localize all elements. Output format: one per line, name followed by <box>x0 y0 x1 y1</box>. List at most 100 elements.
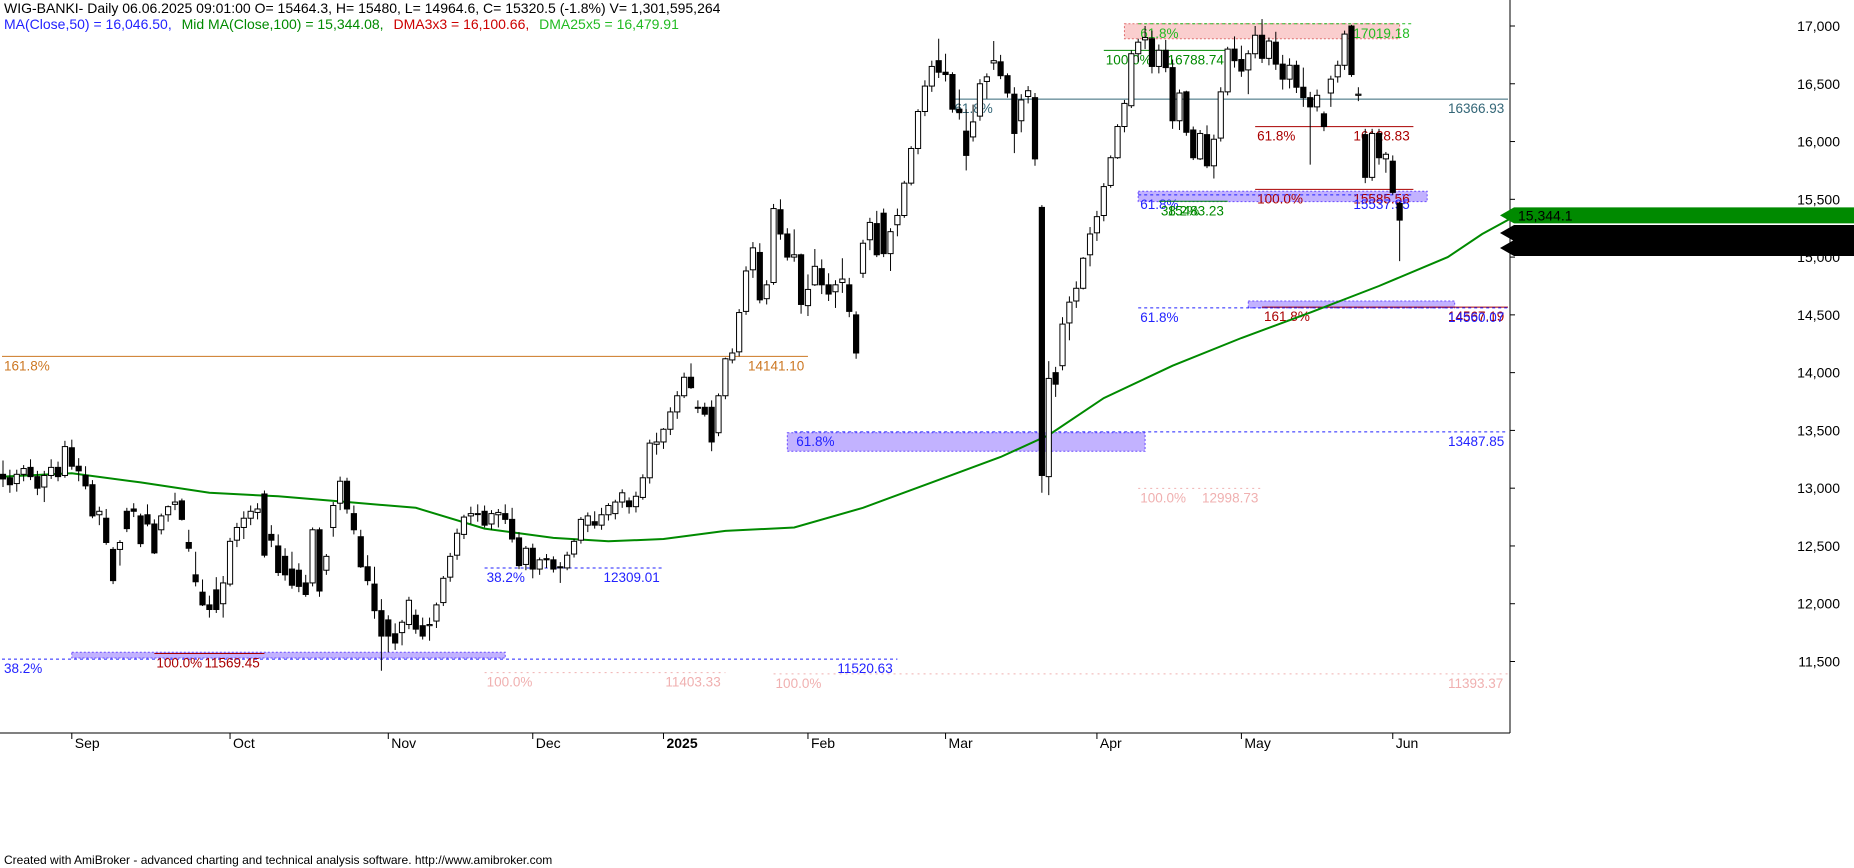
level-pct-3: 38.2% <box>487 570 525 585</box>
candle-145 <box>997 54 1004 80</box>
close-price-tag-2-label: 15,320.5 <box>1518 240 1573 256</box>
candle-body-96 <box>660 428 667 443</box>
candle-body-98 <box>674 395 681 413</box>
candle-54 <box>371 566 378 619</box>
candle-48 <box>330 502 337 537</box>
candle-71 <box>488 510 495 530</box>
candle-body-151 <box>1038 206 1045 476</box>
candle-body-38 <box>261 493 268 556</box>
candle-19 <box>130 503 137 518</box>
candle-body-169 <box>1162 49 1169 69</box>
candle-body-121 <box>832 284 839 293</box>
candle-117 <box>804 274 812 317</box>
candle-153 <box>1052 366 1059 397</box>
y-tick-label-1: 12,000 <box>1797 596 1840 612</box>
ma-line-0 <box>2 218 1511 543</box>
candle-body-157 <box>1080 257 1087 289</box>
candle-168 <box>1155 44 1162 74</box>
candle-5 <box>34 470 41 496</box>
level-value-1: 14141.10 <box>748 358 804 373</box>
candle-body-102 <box>701 406 708 415</box>
y-tick-label-10: 16,500 <box>1797 76 1840 92</box>
candle-101 <box>694 400 701 414</box>
candle-body-146 <box>1004 75 1011 94</box>
candle-70 <box>481 505 488 528</box>
y-tick-label-11: 17,000 <box>1797 18 1840 34</box>
ma-price-tag-label: 15,344.1 <box>1518 207 1573 223</box>
candle-2 <box>13 469 20 492</box>
candle-77 <box>529 543 536 579</box>
level-value-8: 12998.73 <box>1202 490 1258 505</box>
candle-body-18 <box>123 510 130 530</box>
header-ma100: Mid MA(Close,100) = 15,344.08, <box>182 16 384 32</box>
candle-62 <box>426 617 433 641</box>
candle-32 <box>220 575 227 618</box>
candle-body-177 <box>1217 91 1224 139</box>
candle-159 <box>1093 210 1101 241</box>
candle-179 <box>1231 36 1238 68</box>
x-tick-label-8: May <box>1244 735 1270 751</box>
footer-credit: Created with AmiBroker - advanced charti… <box>4 853 552 867</box>
candle-140 <box>963 109 970 171</box>
candle-55 <box>378 599 385 671</box>
candle-body-4 <box>27 466 34 478</box>
zone-2 <box>1137 190 1428 203</box>
candle-108 <box>742 266 750 315</box>
candle-104 <box>715 393 722 437</box>
candle-40 <box>275 534 282 576</box>
candle-body-133 <box>914 111 922 149</box>
candle-body-59 <box>405 599 413 626</box>
candle-89 <box>612 499 619 520</box>
candle-body-74 <box>509 518 516 540</box>
candle-174 <box>1197 129 1204 161</box>
candle-body-195 <box>1341 33 1348 66</box>
candle-180 <box>1238 45 1245 77</box>
candle-59 <box>405 596 413 630</box>
candle-63 <box>433 602 440 628</box>
candle-body-26 <box>178 500 185 520</box>
candle-body-106 <box>729 352 736 361</box>
level-pct-5: 100.0% <box>156 655 202 670</box>
candle-25 <box>171 492 179 511</box>
candle-28 <box>192 551 199 587</box>
y-tick-label-4: 13,500 <box>1797 422 1840 438</box>
candle-body-24 <box>165 506 172 516</box>
candle-body-168 <box>1155 49 1162 67</box>
candle-body-125 <box>859 242 867 274</box>
candle-body-187 <box>1286 64 1293 80</box>
candles-layer <box>0 19 1403 671</box>
candle-body-119 <box>818 268 825 286</box>
candle-body-170 <box>1169 67 1176 122</box>
candle-199 <box>1369 128 1376 181</box>
candle-170 <box>1169 59 1176 129</box>
candle-90 <box>619 489 626 508</box>
level-pct-4: 38.2% <box>4 661 42 676</box>
candle-body-194 <box>1334 64 1341 78</box>
candle-body-32 <box>220 582 227 605</box>
candle-84 <box>577 517 585 544</box>
candle-132 <box>908 146 915 186</box>
candle-0 <box>0 460 7 488</box>
candle-95 <box>653 432 660 455</box>
y-tick-label-9: 16,000 <box>1797 134 1840 150</box>
candle-112 <box>770 203 777 285</box>
level-pct-13: 61.8% <box>1140 197 1178 212</box>
candle-197 <box>1355 87 1362 102</box>
candle-138 <box>949 72 956 113</box>
candle-body-33 <box>226 540 234 585</box>
candle-15 <box>103 508 110 545</box>
candle-body-113 <box>777 209 784 235</box>
candle-158 <box>1086 227 1094 267</box>
candle-83 <box>570 539 578 558</box>
candle-193 <box>1327 75 1334 107</box>
candle-30 <box>206 595 213 618</box>
candle-125 <box>859 239 867 278</box>
candle-body-111 <box>763 284 770 300</box>
candle-96 <box>660 428 667 449</box>
candle-198 <box>1362 128 1369 184</box>
candle-body-131 <box>901 182 908 216</box>
zone-0 <box>786 432 1146 452</box>
candle-72 <box>495 508 502 528</box>
